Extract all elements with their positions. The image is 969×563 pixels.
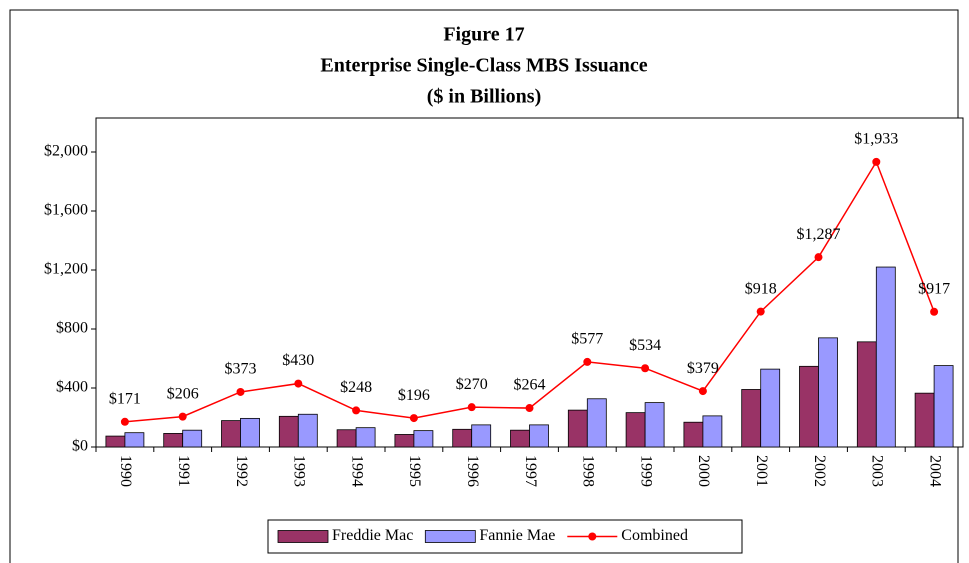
line-marker (120, 417, 129, 426)
x-tick-label: 1991 (175, 455, 192, 487)
bar (856, 341, 877, 448)
bar (278, 415, 299, 448)
bar (914, 392, 935, 448)
data-label: $270 (456, 376, 488, 393)
y-tick-label: $1,200 (44, 261, 88, 278)
bar (452, 428, 473, 448)
x-tick-label: 1990 (117, 455, 134, 487)
bar (394, 434, 415, 448)
data-label: $264 (514, 377, 546, 394)
y-tick-label: $2,000 (44, 143, 88, 160)
line-marker (641, 364, 650, 373)
line-marker (352, 406, 361, 415)
bar (182, 429, 203, 448)
x-tick-label: 2004 (926, 455, 943, 487)
x-tick-label: 1994 (348, 455, 365, 487)
bar (163, 433, 184, 448)
bar (799, 365, 819, 448)
x-tick-label: 1996 (464, 455, 481, 487)
bar (413, 430, 434, 448)
x-tick-label: 2000 (695, 455, 712, 487)
data-label: $534 (629, 337, 661, 354)
line-marker (930, 307, 939, 316)
line-marker (467, 403, 476, 412)
line-marker (583, 357, 592, 366)
data-label: $917 (918, 280, 950, 297)
bar (240, 417, 260, 448)
bar (471, 424, 492, 448)
line-marker (409, 414, 418, 423)
data-label: $373 (225, 361, 257, 378)
line-marker (236, 387, 245, 396)
legend-swatch (277, 530, 329, 543)
y-tick-label: $0 (72, 438, 88, 455)
x-tick-label: 2002 (811, 455, 828, 487)
bar (644, 402, 665, 448)
legend-label: Freddie Mac (332, 527, 413, 544)
bar (702, 415, 723, 448)
bar (355, 427, 376, 448)
y-tick-label: $800 (56, 320, 88, 337)
bar (741, 389, 762, 448)
x-tick-label: 1997 (522, 455, 539, 487)
bar (625, 412, 646, 448)
data-label: $196 (398, 387, 430, 404)
x-tick-label: 1998 (580, 455, 597, 487)
chart-units: ($ in Billions) (427, 86, 541, 108)
legend-label: Fannie Mae (479, 527, 555, 544)
line-marker (698, 387, 707, 396)
x-tick-label: 1993 (291, 455, 308, 487)
bar (683, 421, 704, 448)
data-label: $918 (745, 280, 777, 297)
data-label: $379 (687, 360, 719, 377)
bar (529, 424, 549, 448)
bar (336, 429, 357, 448)
data-label: $577 (571, 331, 603, 348)
data-label: $171 (109, 390, 141, 407)
legend-box (267, 519, 743, 554)
data-label: $248 (340, 379, 372, 396)
chart-title: Figure 17 (443, 24, 524, 46)
line-marker (178, 412, 187, 421)
line-marker (756, 307, 765, 316)
bar (760, 368, 781, 448)
data-label: $1,287 (797, 226, 841, 243)
bar (297, 413, 318, 448)
legend-label: Combined (621, 527, 688, 544)
bar (510, 429, 530, 448)
bar (933, 365, 954, 448)
line-marker (525, 404, 534, 413)
line-marker (814, 253, 823, 262)
bar (105, 435, 126, 448)
y-tick-label: $400 (56, 379, 88, 396)
bar (586, 398, 607, 448)
legend-swatch (424, 530, 476, 543)
y-tick-label: $1,600 (44, 202, 88, 219)
bar (567, 409, 588, 448)
data-label: $1,933 (854, 131, 898, 148)
x-tick-label: 1995 (406, 455, 423, 487)
legend-marker (588, 532, 597, 541)
chart-subtitle: Enterprise Single-Class MBS Issuance (320, 55, 647, 77)
x-tick-label: 1999 (637, 455, 654, 487)
bar (124, 432, 145, 448)
bar (875, 266, 896, 448)
line-marker (872, 157, 881, 166)
bar (221, 420, 241, 448)
x-tick-label: 2003 (869, 455, 886, 487)
line-marker (294, 379, 303, 388)
x-tick-label: 2001 (753, 455, 770, 487)
x-tick-label: 1992 (233, 455, 250, 487)
data-label: $430 (282, 352, 314, 369)
bar (818, 337, 838, 448)
data-label: $206 (167, 385, 199, 402)
